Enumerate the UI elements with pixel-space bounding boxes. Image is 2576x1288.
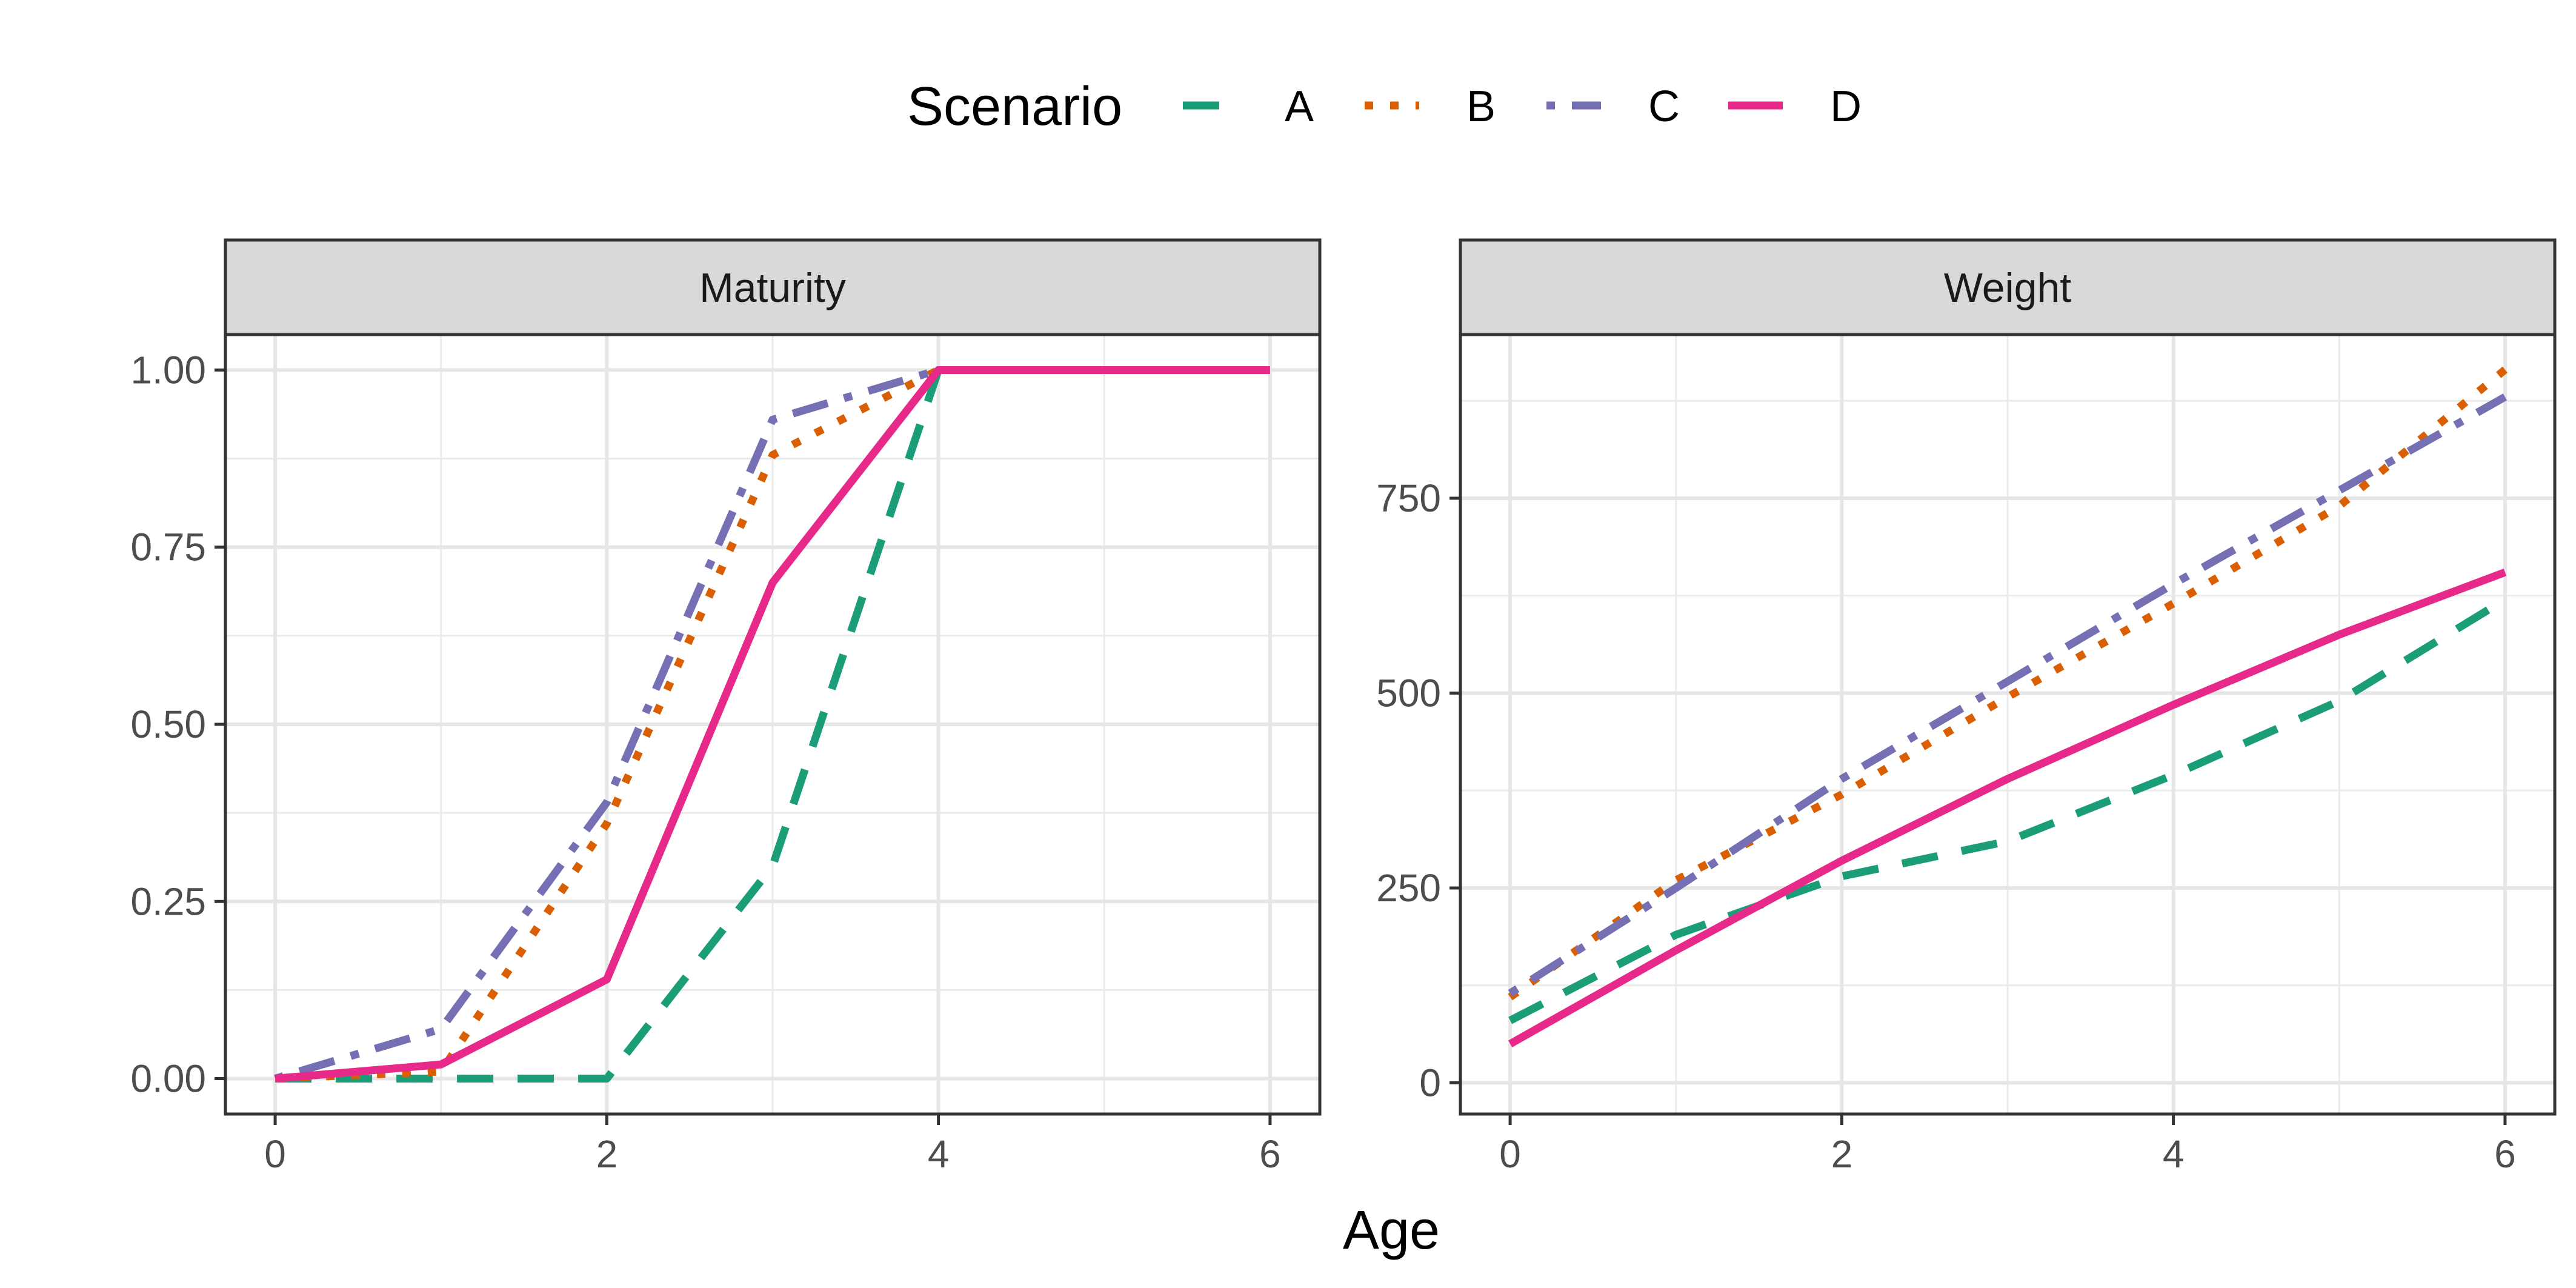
legend-title: Scenario	[907, 76, 1122, 137]
series-line-d	[1508, 569, 2507, 1047]
series-line-a	[275, 369, 942, 1083]
series-line-c	[1508, 393, 2508, 997]
series-lines	[1508, 366, 2508, 1047]
panel-weight: Weight 0 2 4 6 0 250 500 750	[1376, 238, 2557, 1176]
legend-label: C	[1648, 82, 1680, 131]
legend-item-c: C	[1546, 82, 1680, 131]
legend-label: B	[1466, 82, 1496, 131]
legend: Scenario A B C D	[907, 76, 1862, 137]
axes: 0 2 4 6 0.00 0.25 0.50 0.75 1.00	[130, 348, 1280, 1176]
series-lines	[274, 366, 1270, 1083]
x-tick-label: 2	[1831, 1132, 1853, 1176]
gridlines	[225, 335, 1320, 1114]
series-line-b	[275, 366, 940, 1083]
strip-label: Maturity	[699, 265, 846, 311]
y-tick-label: 0.25	[130, 879, 206, 923]
strip-label: Weight	[1944, 265, 2072, 311]
axes: 0 2 4 6 0 250 500 750	[1376, 476, 2515, 1176]
series-line-a	[1508, 596, 2508, 1024]
legend-label: D	[1830, 82, 1862, 131]
x-tick-label: 0	[264, 1132, 286, 1176]
strip-background	[1459, 238, 2557, 336]
x-axis-title: Age	[1343, 1200, 1440, 1261]
y-tick-label: 750	[1376, 476, 1441, 520]
strip-background	[224, 238, 1322, 336]
x-tick-label: 4	[928, 1132, 950, 1176]
y-tick-label: 0	[1419, 1061, 1441, 1105]
y-tick-label: 250	[1376, 866, 1441, 910]
legend-item-d: D	[1728, 82, 1862, 131]
x-tick-label: 6	[2494, 1132, 2516, 1176]
panel-maturity: Maturity 0 2 4 6 0.00 0.25 0.50 0.75 1.00	[130, 238, 1322, 1176]
y-tick-label: 1.00	[130, 348, 206, 392]
series-line-d	[275, 366, 1270, 1083]
y-tick-label: 0.00	[130, 1057, 206, 1101]
x-tick-label: 6	[1259, 1132, 1281, 1176]
legend-item-b: B	[1365, 82, 1496, 131]
x-tick-label: 4	[2163, 1132, 2185, 1176]
x-tick-label: 2	[596, 1132, 618, 1176]
series-line-c	[274, 366, 940, 1083]
y-tick-label: 500	[1376, 672, 1441, 715]
legend-label: A	[1285, 82, 1314, 131]
gridlines	[1460, 335, 2555, 1114]
legend-item-a: A	[1183, 82, 1314, 131]
y-tick-label: 0.50	[130, 702, 206, 746]
y-tick-label: 0.75	[130, 526, 206, 569]
x-tick-label: 0	[1499, 1132, 1521, 1176]
